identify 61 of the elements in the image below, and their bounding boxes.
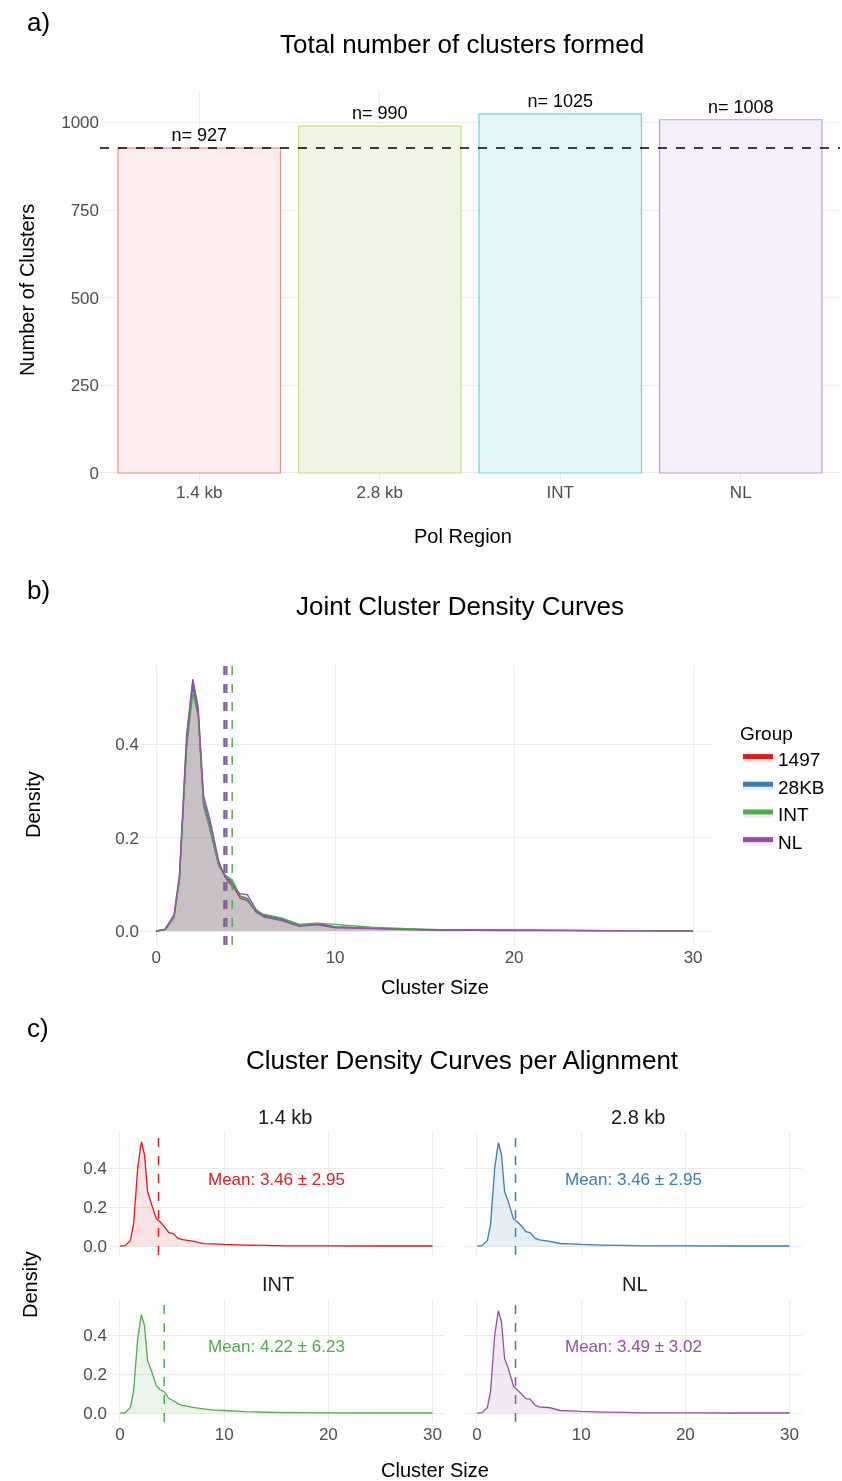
- x-tick-label: 30: [423, 1425, 442, 1444]
- chart-subtitle: INT: [262, 1273, 295, 1295]
- x-tick-label: NL: [729, 483, 752, 502]
- legend-title: Group: [740, 722, 793, 744]
- x-tick-label: INT: [546, 483, 574, 502]
- x-tick-label: 10: [571, 1425, 591, 1444]
- legend-label: NL: [778, 832, 803, 854]
- x-axis-title: Cluster Size: [381, 976, 489, 998]
- data-label: n= 1008: [707, 96, 774, 117]
- bar: [117, 147, 282, 474]
- bar: [478, 113, 643, 474]
- x-tick-label: 30: [683, 948, 703, 967]
- x-axis-title: Pol Region: [414, 525, 512, 547]
- text: c): [27, 1013, 49, 1043]
- x-tick-label: 20: [318, 1425, 338, 1444]
- x-tick-label: 2.8 kb: [356, 483, 403, 502]
- y-axis-title: Density: [19, 1251, 41, 1318]
- chart-subtitle: NL: [622, 1273, 648, 1295]
- y-tick-label: 1000: [61, 113, 99, 133]
- x-tick-label: 0: [472, 1425, 482, 1444]
- annotation: Mean: 3.46 ± 2.95: [565, 1170, 702, 1189]
- y-tick-label: 0.0: [115, 921, 139, 941]
- x-tick-label: 10: [214, 1425, 234, 1444]
- y-tick-label: 0.2: [83, 1365, 107, 1385]
- data-label: n= 1025: [527, 90, 594, 111]
- legend-label: 28KB: [778, 776, 825, 798]
- chart-subtitle: 1.4 kb: [258, 1106, 313, 1128]
- y-tick-label: 250: [70, 376, 99, 396]
- annotation: Mean: 4.22 ± 6.23: [208, 1337, 345, 1356]
- y-tick-label: 0.2: [83, 1198, 107, 1218]
- y-tick-label: 0.4: [83, 1326, 107, 1346]
- text: b): [27, 575, 51, 605]
- chart-title: Joint Cluster Density Curves: [296, 591, 624, 621]
- y-axis-title: Number of Clusters: [16, 203, 38, 376]
- data-label: n= 927: [171, 125, 228, 146]
- y-tick-label: 750: [70, 201, 99, 221]
- y-tick-label: 0.4: [115, 735, 139, 755]
- legend-label: INT: [778, 804, 809, 826]
- y-tick-label: 0.0: [83, 1237, 107, 1257]
- annotation: Mean: 3.46 ± 2.95: [208, 1170, 345, 1189]
- bar: [658, 119, 823, 474]
- x-tick-label: 1.4 kb: [176, 483, 223, 502]
- annotation: Mean: 3.49 ± 3.02: [565, 1337, 702, 1356]
- x-tick-label: 20: [675, 1425, 695, 1444]
- x-tick-label: 0: [151, 948, 161, 967]
- x-tick-label: 10: [325, 948, 345, 967]
- chart-subtitle: 2.8 kb: [611, 1106, 666, 1128]
- y-tick-label: 0.0: [83, 1404, 107, 1424]
- text: a): [27, 7, 51, 37]
- chart-title: Cluster Density Curves per Alignment: [246, 1045, 679, 1075]
- y-tick-label: 500: [70, 288, 99, 308]
- y-tick-label: 0.2: [115, 828, 139, 848]
- y-axis-title: Density: [22, 771, 44, 838]
- data-label: n= 990: [351, 103, 408, 124]
- x-tick-label: 30: [780, 1425, 799, 1444]
- y-tick-label: 0: [89, 463, 99, 483]
- chart-title: Total number of clusters formed: [280, 29, 645, 59]
- x-tick-label: 20: [504, 948, 524, 967]
- x-axis-title: Cluster Size: [381, 1459, 489, 1481]
- legend-label: 1497: [778, 748, 821, 770]
- y-tick-label: 0.4: [83, 1159, 107, 1179]
